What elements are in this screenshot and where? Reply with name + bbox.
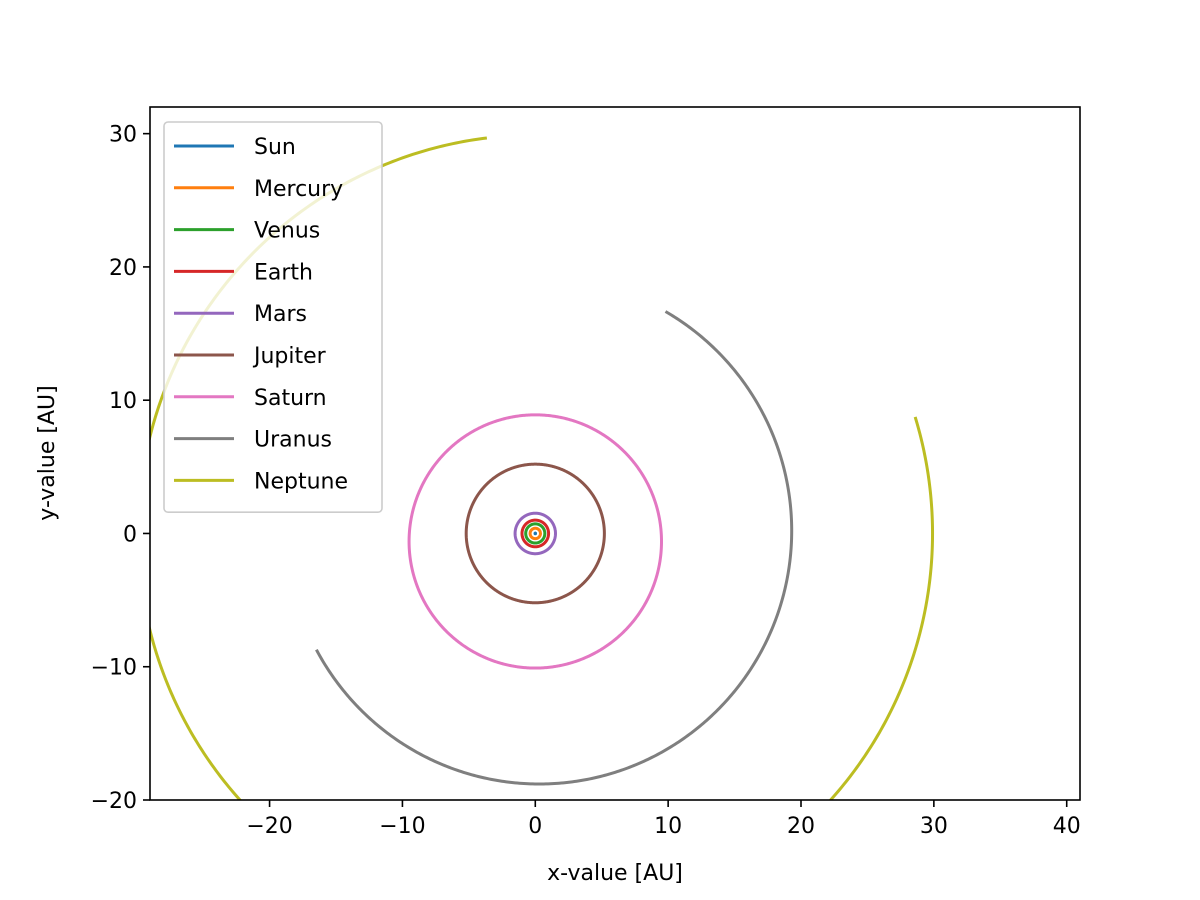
y-tick-label: 20 bbox=[109, 256, 137, 281]
orbit-venus bbox=[524, 522, 547, 545]
legend-label-saturn: Saturn bbox=[254, 386, 327, 411]
x-tick-label: 20 bbox=[787, 814, 815, 839]
legend-label-venus: Venus bbox=[254, 219, 320, 244]
x-tick-label: 30 bbox=[920, 814, 948, 839]
x-axis-label: x-value [AU] bbox=[547, 861, 683, 886]
x-tick-label: −10 bbox=[379, 814, 425, 839]
y-axis-label: y-value [AU] bbox=[35, 385, 60, 520]
orbit-saturn bbox=[407, 413, 663, 670]
x-tick-label: 0 bbox=[528, 814, 542, 839]
x-tick-label: −20 bbox=[246, 814, 292, 839]
orbit-earth bbox=[520, 518, 551, 549]
legend-label-jupiter: Jupiter bbox=[252, 344, 327, 369]
legend-label-mars: Mars bbox=[254, 302, 307, 327]
y-tick-label: 30 bbox=[109, 123, 137, 148]
x-tick-label: 40 bbox=[1053, 814, 1081, 839]
legend-label-uranus: Uranus bbox=[254, 428, 332, 453]
y-tick-label: −10 bbox=[91, 656, 137, 681]
x-axis-ticks: −20 −10 0 10 20 30 40 bbox=[246, 800, 1081, 839]
legend-label-sun: Sun bbox=[254, 135, 296, 160]
y-tick-label: 10 bbox=[109, 389, 137, 414]
orbit-mercury bbox=[528, 526, 542, 541]
axes-frame bbox=[149, 106, 1081, 801]
orbit-jupiter bbox=[464, 462, 606, 605]
legend-box bbox=[163, 121, 383, 514]
y-tick-label: 0 bbox=[123, 522, 137, 547]
orbit-mars bbox=[513, 511, 557, 556]
y-tick-label: −20 bbox=[91, 789, 137, 814]
legend: Sun Mercury Venus Earth Mars Jupiter Saturn Ura… bbox=[163, 121, 383, 514]
x-tick-label: 10 bbox=[654, 814, 682, 839]
legend-label-mercury: Mercury bbox=[254, 177, 343, 202]
orbit-sun bbox=[533, 531, 538, 536]
orbit-uranus bbox=[315, 310, 794, 786]
legend-label-neptune: Neptune bbox=[254, 469, 348, 494]
y-axis-ticks: −20 −10 0 10 20 30 bbox=[91, 123, 150, 814]
legend-label-earth: Earth bbox=[254, 260, 313, 285]
